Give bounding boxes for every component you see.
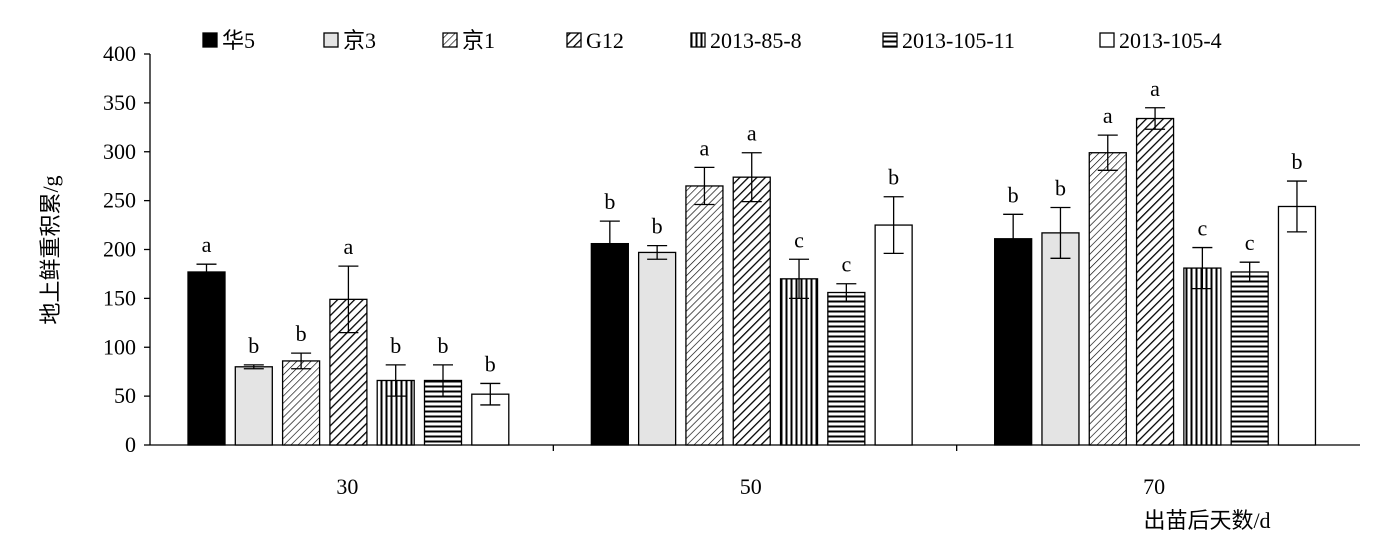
significance-label: a xyxy=(747,121,757,146)
significance-label: c xyxy=(1197,216,1207,241)
bar xyxy=(281,360,321,446)
significance-label: b xyxy=(390,333,401,358)
y-tick-label: 50 xyxy=(114,383,136,408)
significance-label: b xyxy=(485,351,496,376)
significance-label: b xyxy=(296,321,307,346)
legend-label: G12 xyxy=(586,28,624,53)
legend-swatch xyxy=(690,32,706,48)
y-tick-label: 350 xyxy=(103,90,136,115)
significance-label: b xyxy=(438,333,449,358)
significance-label: b xyxy=(652,214,663,239)
legend-label: 京3 xyxy=(343,28,376,53)
legend-label: 2013-105-11 xyxy=(902,28,1015,53)
bar xyxy=(187,271,226,446)
significance-label: c xyxy=(1245,230,1255,255)
bars: a b b a b b b b b a a c c b b b a a c c b xyxy=(187,76,1317,446)
y-tick-label: 250 xyxy=(103,188,136,213)
bar xyxy=(1277,205,1317,446)
bar xyxy=(1135,117,1175,446)
y-tick-label: 300 xyxy=(103,139,136,164)
y-tick-label: 150 xyxy=(103,285,136,310)
significance-label: b xyxy=(248,333,259,358)
axes: 0 50 100 150 200 250 300 350 400 30 50 70 xyxy=(103,41,1360,499)
legend-swatch xyxy=(442,32,458,48)
bar xyxy=(1041,232,1080,446)
bar xyxy=(234,366,273,446)
bar xyxy=(1183,267,1222,446)
legend-swatch xyxy=(202,32,218,48)
x-tick-label: 30 xyxy=(336,474,358,499)
bar xyxy=(685,185,724,446)
y-tick-label: 400 xyxy=(103,41,136,66)
legend-swatch xyxy=(1099,32,1115,48)
significance-label: a xyxy=(202,232,212,257)
significance-label: b xyxy=(1291,149,1302,174)
significance-label: a xyxy=(1150,76,1160,101)
x-axis-title: 出苗后天数/d xyxy=(1143,508,1270,533)
significance-label: b xyxy=(604,189,615,214)
bar xyxy=(779,278,819,446)
legend-swatch xyxy=(323,32,339,48)
y-axis-title: 地上鲜重积累/g xyxy=(38,175,63,324)
significance-label: b xyxy=(1008,182,1019,207)
legend-label: 京1 xyxy=(462,28,495,53)
legend-label: 2013-105-4 xyxy=(1119,28,1222,53)
significance-label: c xyxy=(794,227,804,252)
significance-label: a xyxy=(700,135,710,160)
x-tick-label: 50 xyxy=(740,474,762,499)
x-tick-label: 70 xyxy=(1143,474,1165,499)
bar xyxy=(827,291,866,446)
bar xyxy=(732,176,771,446)
legend-label: 华5 xyxy=(222,28,255,53)
bar xyxy=(1230,271,1269,446)
significance-label: b xyxy=(888,165,899,190)
legend-swatch xyxy=(882,32,898,48)
y-tick-label: 100 xyxy=(103,334,136,359)
bar xyxy=(590,242,629,446)
y-tick-label: 200 xyxy=(103,237,136,262)
significance-label: c xyxy=(841,252,851,277)
bar xyxy=(874,224,913,446)
significance-label: a xyxy=(1103,103,1113,128)
bar xyxy=(1088,152,1127,446)
significance-label: b xyxy=(1055,175,1066,200)
bar xyxy=(994,238,1033,446)
significance-label: a xyxy=(344,234,354,259)
legend: 华5 京3 京1 G12 2013-85-8 2013-105-11 2013-105-4 xyxy=(202,28,1222,53)
legend-label: 2013-85-8 xyxy=(710,28,802,53)
y-tick-label: 0 xyxy=(125,432,136,457)
bar xyxy=(637,251,677,446)
legend-swatch xyxy=(566,32,582,48)
